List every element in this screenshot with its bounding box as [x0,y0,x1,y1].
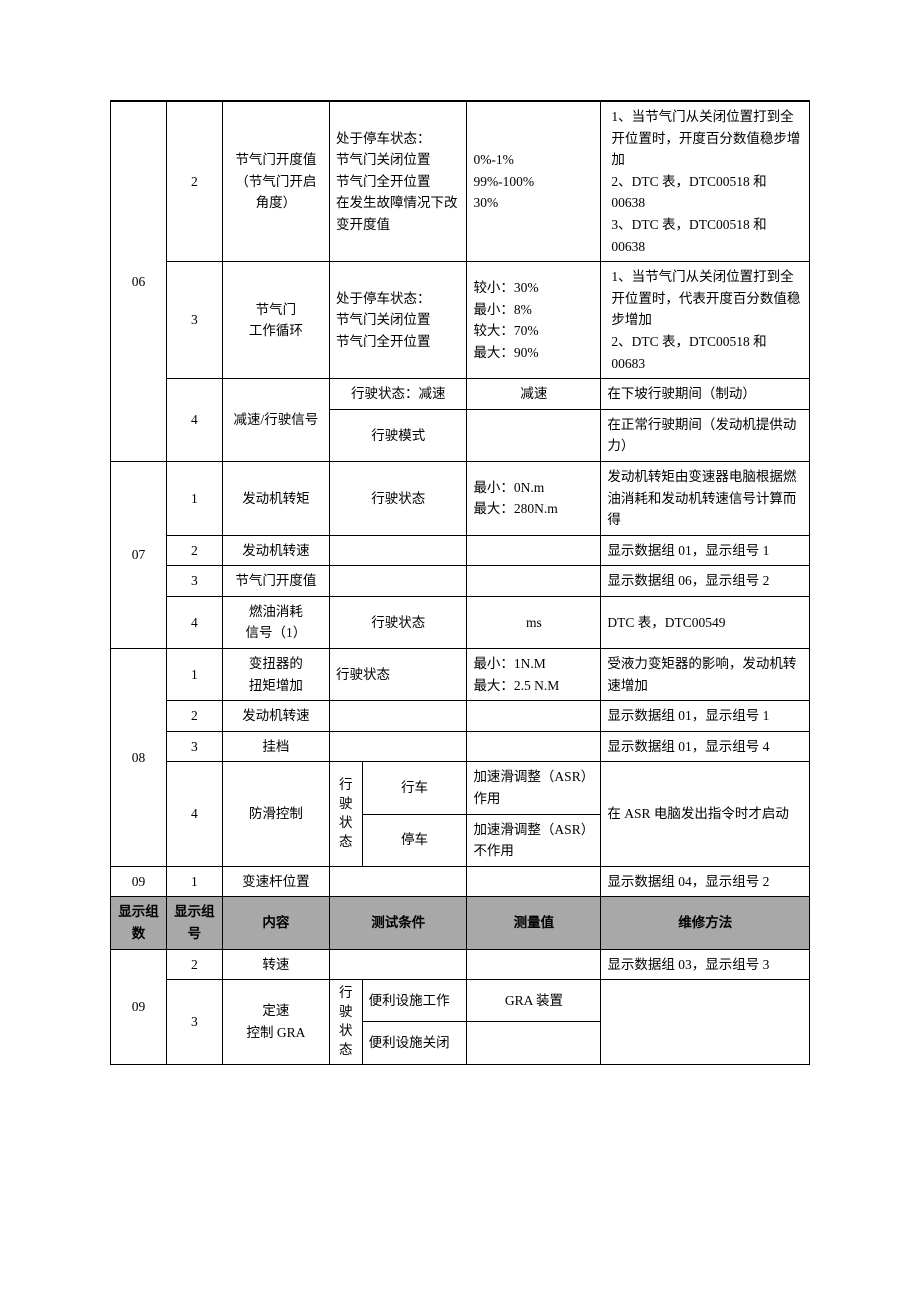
val-cell [467,949,601,980]
fix-cell: 显示数据组 06，显示组号 2 [601,566,810,597]
content-cell: 节气门 工作循环 [222,262,329,379]
val-cell: GRA 装置 [467,980,601,1022]
fix-cell: 1、当节气门从关闭位置打到全开位置时，代表开度百分数值稳步增加 2、DTC 表，… [601,262,810,379]
cond-cell: 行驶状态 [329,461,466,535]
group-09b: 09 [111,949,167,1064]
sub-1: 1 [166,649,222,701]
cond-b1: 行车 [362,762,467,814]
sub-4: 4 [166,379,222,462]
hdr-c4: 测试条件 [329,897,466,949]
cond-cell: 行驶状态 [329,649,466,701]
cond-a: 行驶状态 [329,762,362,866]
sub-2: 2 [166,949,222,980]
val-cell [467,1022,601,1064]
val-cell [467,535,601,566]
cond-cell: 处于停车状态： 节气门关闭位置 节气门全开位置 在发生故障情况下改变开度值 [329,101,466,262]
content-cell: 节气门开度值 [222,566,329,597]
content-cell: 挂档 [222,731,329,762]
val-cell: 0%-1% 99%-100% 30% [467,101,601,262]
sub-3: 3 [166,731,222,762]
cond-cell: 行驶模式 [329,409,466,461]
fix-cell: 显示数据组 01，显示组号 1 [601,535,810,566]
cond-b1: 便利设施工作 [362,980,467,1022]
val-cell: 最小：0N.m 最大：280N.m [467,461,601,535]
fix-cell: 在下坡行驶期间（制动） [601,379,810,410]
fix-cell: 1、当节气门从关闭位置打到全开位置时，开度百分数值稳步增加 2、DTC 表，DT… [601,101,810,262]
cond-cell: 处于停车状态： 节气门关闭位置 节气门全开位置 [329,262,466,379]
fix-cell: 显示数据组 03，显示组号 3 [601,949,810,980]
fix-cell: 显示数据组 01，显示组号 1 [601,701,810,732]
val-cell: ms [467,596,601,648]
sub-3: 3 [166,566,222,597]
cond-cell [329,566,466,597]
fix-cell: 在正常行驶期间（发动机提供动力） [601,409,810,461]
fix-cell: DTC 表，DTC00549 [601,596,810,648]
group-08: 08 [111,649,167,867]
val-cell [467,566,601,597]
fix-cell: 显示数据组 01，显示组号 4 [601,731,810,762]
sub-4: 4 [166,596,222,648]
content-cell: 燃油消耗 信号（1） [222,596,329,648]
group-07: 07 [111,461,167,648]
val-cell: 减速 [467,379,601,410]
sub-2: 2 [166,101,222,262]
cond-cell [329,866,466,897]
cond-b2: 便利设施关闭 [362,1022,467,1064]
content-cell: 节气门开度值（节气门开启角度） [222,101,329,262]
sub-2: 2 [166,535,222,566]
hdr-c3: 内容 [222,897,329,949]
page-container: 06 2 节气门开度值（节气门开启角度） 处于停车状态： 节气门关闭位置 节气门… [0,0,920,1145]
hdr-c1: 显示组数 [111,897,167,949]
content-cell: 变扭器的 扭矩增加 [222,649,329,701]
content-cell: 转速 [222,949,329,980]
val-cell [467,409,601,461]
content-cell: 发动机转速 [222,535,329,566]
val-cell: 较小：30% 最小：8% 较大：70% 最大：90% [467,262,601,379]
sub-3: 3 [166,980,222,1065]
diagnostic-table: 06 2 节气门开度值（节气门开启角度） 处于停车状态： 节气门关闭位置 节气门… [110,100,810,1065]
hdr-c6: 维修方法 [601,897,810,949]
cond-cell: 行驶状态：减速 [329,379,466,410]
hdr-c2: 显示组号 [166,897,222,949]
fix-cell: 在 ASR 电脑发出指令时才启动 [601,762,810,866]
cond-cell: 行驶状态 [329,596,466,648]
val-cell [467,701,601,732]
sub-1: 1 [166,866,222,897]
fix-cell: 发动机转矩由变速器电脑根据燃油消耗和发动机转速信号计算而得 [601,461,810,535]
sub-1: 1 [166,461,222,535]
cond-cell [329,701,466,732]
cond-cell [329,731,466,762]
val-cell: 最小：1N.M 最大：2.5 N.M [467,649,601,701]
val-cell: 加速滑调整（ASR）作用 [467,762,601,814]
fix-cell: 受液力变矩器的影响，发动机转速增加 [601,649,810,701]
val-cell [467,731,601,762]
cond-b2: 停车 [362,814,467,866]
content-cell: 防滑控制 [222,762,329,866]
content-cell: 发动机转矩 [222,461,329,535]
val-cell: 加速滑调整（ASR）不作用 [467,814,601,866]
cond-cell [329,949,466,980]
sub-2: 2 [166,701,222,732]
content-cell: 变速杆位置 [222,866,329,897]
cond-cell [329,535,466,566]
content-cell: 定速 控制 GRA [222,980,329,1065]
group-09: 09 [111,866,167,897]
cond-a: 行驶状态 [329,980,362,1065]
group-06: 06 [111,101,167,461]
hdr-c5: 测量值 [467,897,601,949]
content-cell: 减速/行驶信号 [222,379,329,462]
content-cell: 发动机转速 [222,701,329,732]
sub-3: 3 [166,262,222,379]
val-cell [467,866,601,897]
fix-cell: 显示数据组 04，显示组号 2 [601,866,810,897]
fix-cell [601,980,810,1065]
sub-4: 4 [166,762,222,866]
